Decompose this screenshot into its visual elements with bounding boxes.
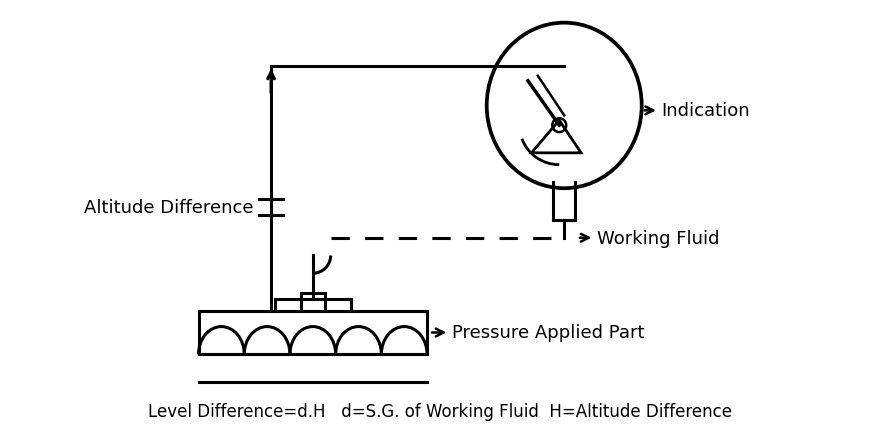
Text: Altitude Difference: Altitude Difference [84,198,253,216]
Text: Indication: Indication [644,102,751,120]
Text: Level Difference=d.H   d=S.G. of Working Fluid  H=Altitude Difference: Level Difference=d.H d=S.G. of Working F… [148,403,732,421]
Bar [199,311,427,355]
Text: Pressure Applied Part: Pressure Applied Part [432,324,644,342]
Text: Working Fluid: Working Fluid [580,229,720,247]
